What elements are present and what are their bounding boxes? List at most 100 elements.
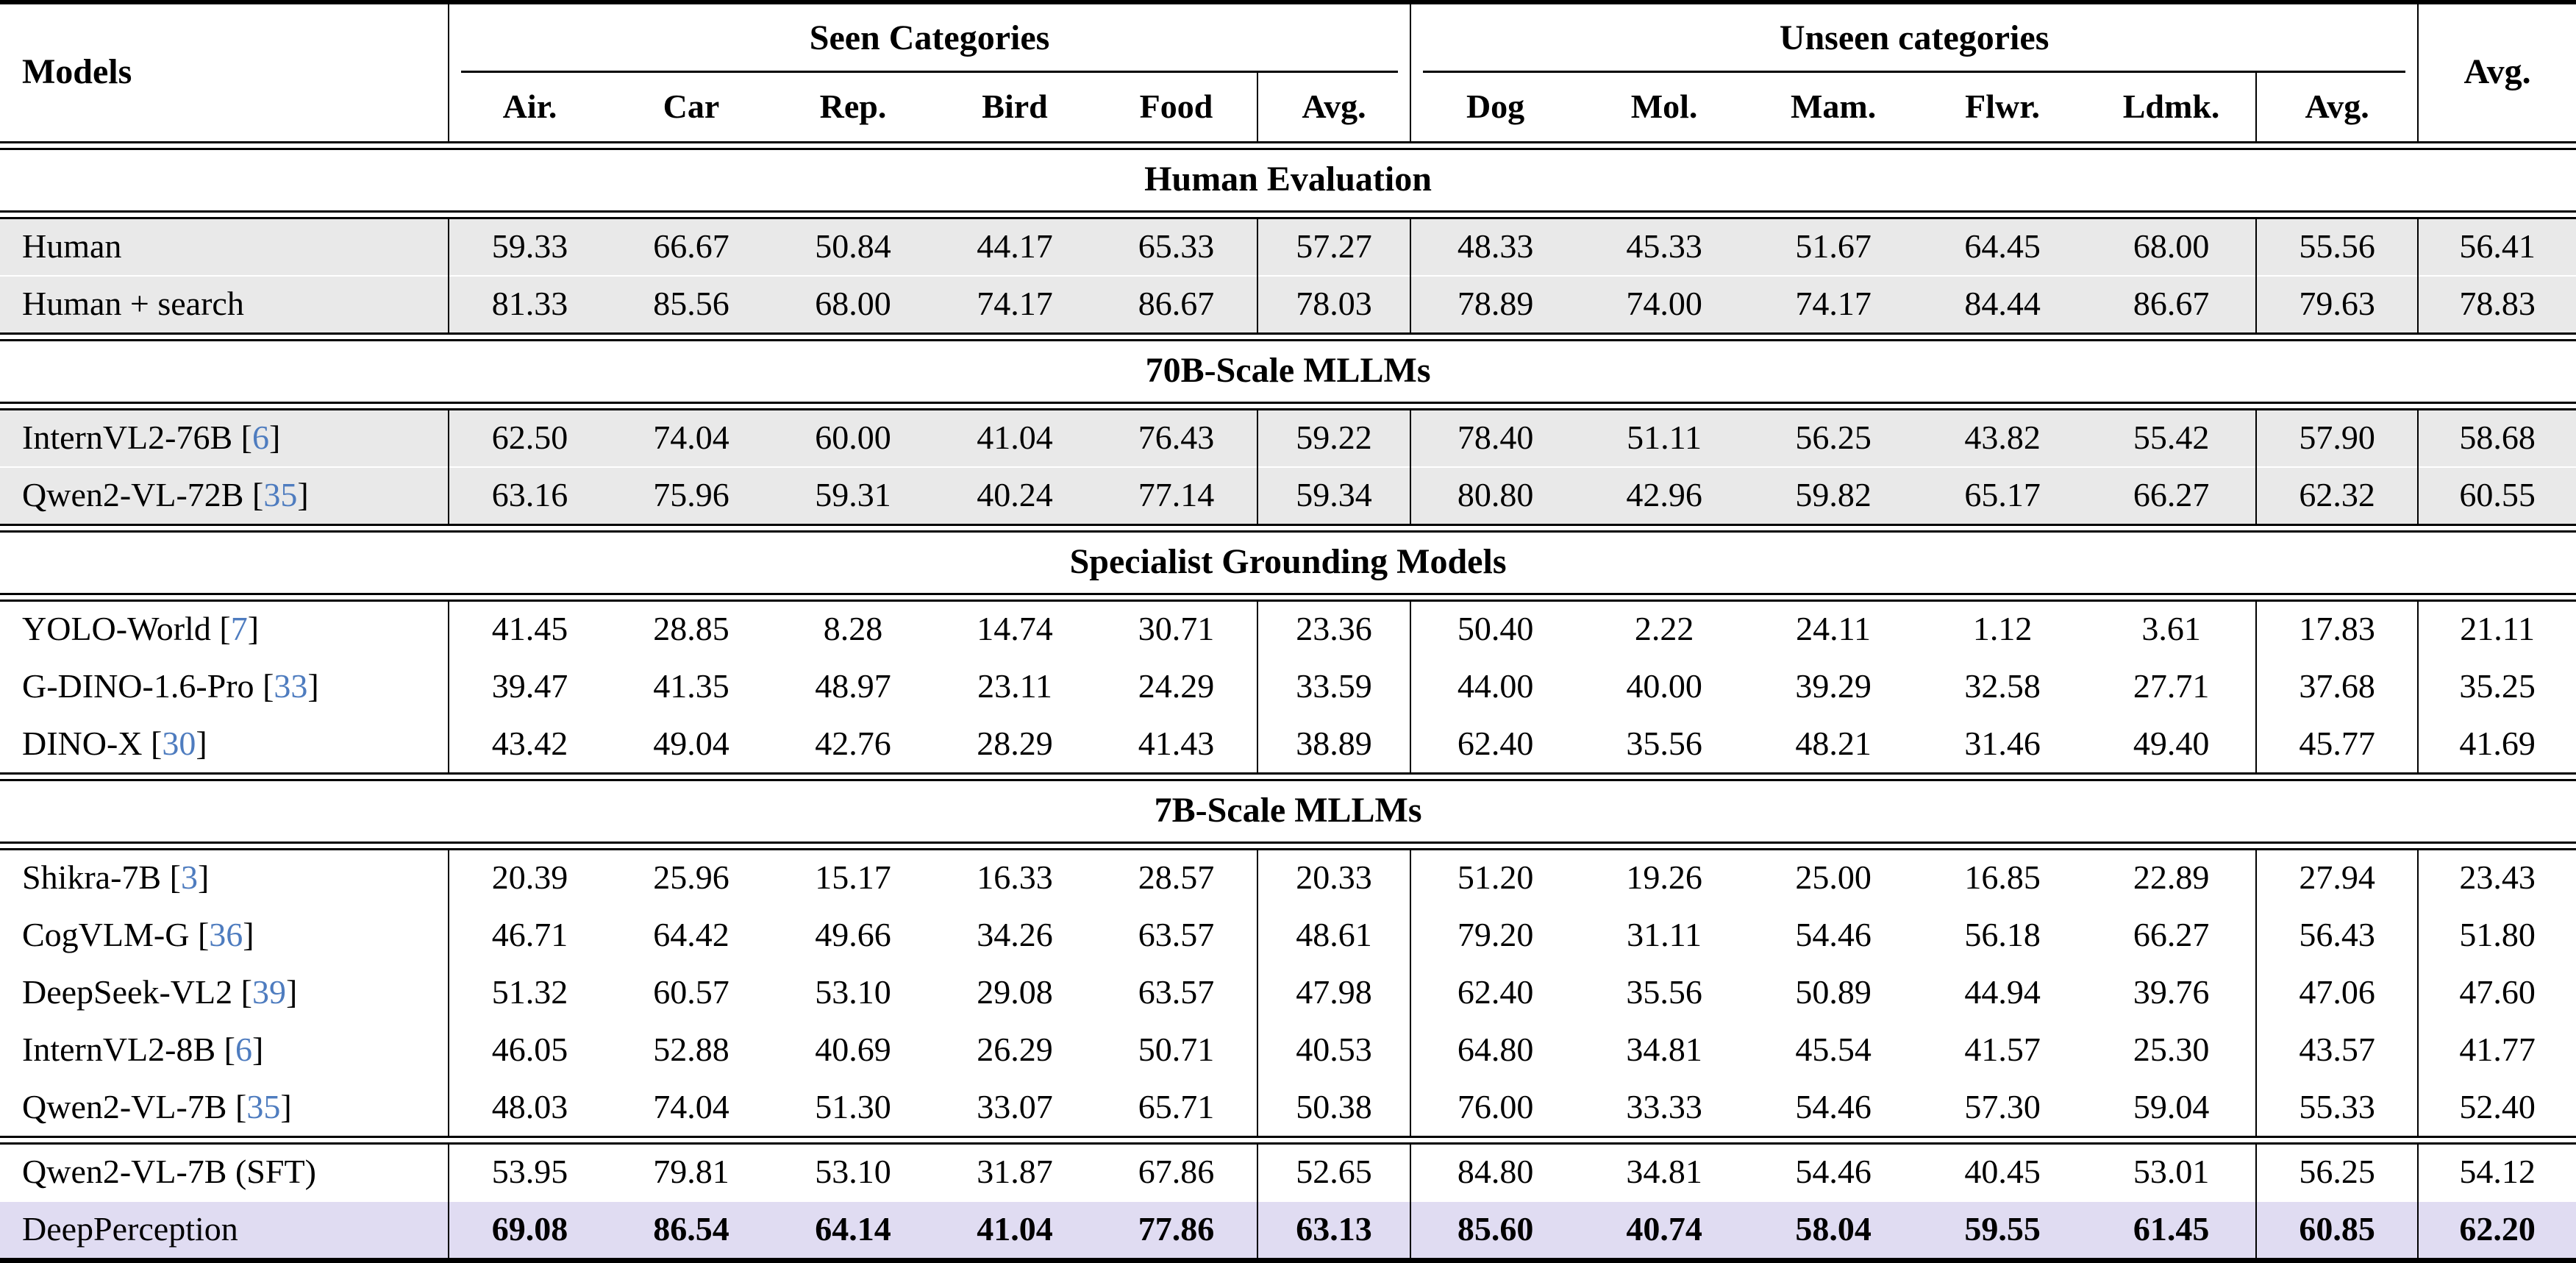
value-cell: 76.00 <box>1410 1078 1580 1136</box>
value-cell: 47.60 <box>2417 963 2576 1022</box>
citation-link[interactable]: 36 <box>209 916 243 954</box>
value-cell: 51.32 <box>448 963 610 1022</box>
citation-bracket: [ <box>254 667 274 705</box>
column-group-seen: Seen Categories <box>447 2 1411 73</box>
model-name-cell: Qwen2-VL-7B (SFT) <box>0 1143 449 1201</box>
model-name: G-DINO-1.6-Pro <box>22 667 254 705</box>
value-cell: 63.57 <box>1096 906 1257 964</box>
value-cell: 31.11 <box>1580 906 1749 964</box>
citation-link[interactable]: 33 <box>274 667 308 705</box>
value-cell: 41.57 <box>1918 1020 2088 1079</box>
divider-line <box>0 140 2576 150</box>
column-header-mol: Mol. <box>1630 87 1698 125</box>
value-cell: 21.11 <box>2417 600 2576 658</box>
value-cell: 16.85 <box>1918 849 2088 907</box>
header-group-row: Models Seen Categories Unseen categories… <box>0 2 2576 142</box>
citation-link[interactable]: 6 <box>235 1031 252 1069</box>
citation-link[interactable]: 39 <box>251 973 286 1011</box>
value-cell: 53.10 <box>772 963 934 1022</box>
citation-link[interactable]: 30 <box>162 725 196 763</box>
model-name-cell: YOLO-World [7] <box>0 600 449 658</box>
value-cell: 86.67 <box>2087 274 2257 333</box>
value-cell: 62.40 <box>1410 714 1580 773</box>
value-cell: 51.80 <box>2417 906 2576 964</box>
column-header-unseen-avg: Avg. <box>2255 73 2419 142</box>
section-title: Human Evaluation <box>0 149 2576 211</box>
value-cell: 58.68 <box>2417 409 2576 467</box>
value-cell: 64.80 <box>1410 1020 1580 1079</box>
value-cell: 76.43 <box>1096 409 1257 467</box>
column-header-avg: Avg. <box>2417 2 2576 142</box>
table-row: CogVLM-G [36] 46.71 64.42 49.66 34.26 63.57 48… <box>0 906 2576 964</box>
value-cell: 59.04 <box>2087 1078 2257 1136</box>
citation-bracket: [ <box>226 1088 247 1126</box>
value-cell: 49.04 <box>610 714 772 773</box>
citation-link[interactable]: 3 <box>180 858 198 897</box>
value-cell: 40.00 <box>1580 657 1749 716</box>
value-cell: 77.14 <box>1096 466 1257 524</box>
table-row: Human + search 81.33 85.56 68.00 74.17 86.67 7… <box>0 274 2576 333</box>
value-cell: 79.63 <box>2255 274 2419 333</box>
value-cell: 41.04 <box>934 409 1096 467</box>
value-cell: 31.87 <box>934 1143 1096 1201</box>
column-header-car: Car <box>663 87 720 125</box>
column-header-food: Food <box>1139 87 1213 125</box>
value-cell: 63.16 <box>448 466 610 524</box>
section-divider <box>0 210 2576 219</box>
value-cell: 44.94 <box>1918 963 2088 1022</box>
citation-bracket: ] <box>307 667 319 705</box>
value-cell: 55.42 <box>2087 409 2257 467</box>
citation-link[interactable]: 35 <box>246 1088 281 1126</box>
citation-link[interactable]: 7 <box>230 610 248 648</box>
value-cell: 50.84 <box>772 218 934 276</box>
citation-bracket: ] <box>285 973 298 1011</box>
model-name: Shikra-7B <box>22 858 162 897</box>
model-name: DINO-X <box>22 725 143 763</box>
value-cell: 74.04 <box>610 409 772 467</box>
value-cell: 62.20 <box>2417 1200 2576 1260</box>
value-cell: 50.38 <box>1256 1078 1411 1136</box>
value-cell: 41.04 <box>934 1200 1096 1260</box>
value-cell: 43.82 <box>1918 409 2088 467</box>
section-header-row: Specialist Grounding Models <box>0 531 2576 594</box>
value-cell: 54.46 <box>1749 906 1919 964</box>
value-cell: 39.76 <box>2087 963 2257 1022</box>
value-cell: 57.30 <box>1918 1078 2088 1136</box>
value-cell: 49.66 <box>772 906 934 964</box>
value-cell: 53.01 <box>2087 1143 2257 1201</box>
value-cell: 34.81 <box>1580 1020 1749 1079</box>
table-row: DeepPerception 69.08 86.54 64.14 41.04 77.86 6… <box>0 1200 2576 1260</box>
value-cell: 78.03 <box>1256 274 1411 333</box>
value-cell: 66.27 <box>2087 466 2257 524</box>
value-cell: 56.25 <box>1749 409 1919 467</box>
value-cell: 48.61 <box>1256 906 1411 964</box>
model-name: Qwen2-VL-72B <box>22 476 244 514</box>
model-name-cell: InternVL2-8B [6] <box>0 1020 449 1079</box>
citation-link[interactable]: 6 <box>251 419 269 457</box>
value-cell: 41.77 <box>2417 1020 2576 1079</box>
model-name-cell: CogVLM-G [36] <box>0 906 449 964</box>
value-cell: 41.69 <box>2417 714 2576 773</box>
value-cell: 34.26 <box>934 906 1096 964</box>
value-cell: 60.55 <box>2417 466 2576 524</box>
value-cell: 78.83 <box>2417 274 2576 333</box>
citation-link[interactable]: 35 <box>263 476 298 514</box>
value-cell: 57.27 <box>1256 218 1411 276</box>
value-cell: 56.43 <box>2255 906 2419 964</box>
value-cell: 48.33 <box>1410 218 1580 276</box>
table-row: YOLO-World [7] 41.45 28.85 8.28 14.74 30.71 23… <box>0 600 2576 658</box>
value-cell: 48.97 <box>772 657 934 716</box>
value-cell: 43.57 <box>2255 1020 2419 1079</box>
value-cell: 28.57 <box>1096 849 1257 907</box>
value-cell: 81.33 <box>448 274 610 333</box>
section-header-row: 7B-Scale MLLMs <box>0 780 2576 842</box>
value-cell: 41.35 <box>610 657 772 716</box>
value-cell: 54.12 <box>2417 1143 2576 1201</box>
value-cell: 74.00 <box>1580 274 1749 333</box>
value-cell: 75.96 <box>610 466 772 524</box>
value-cell: 23.11 <box>934 657 1096 716</box>
value-cell: 25.30 <box>2087 1020 2257 1079</box>
value-cell: 30.71 <box>1096 600 1257 658</box>
value-cell: 41.43 <box>1096 714 1257 773</box>
value-cell: 59.34 <box>1256 466 1411 524</box>
